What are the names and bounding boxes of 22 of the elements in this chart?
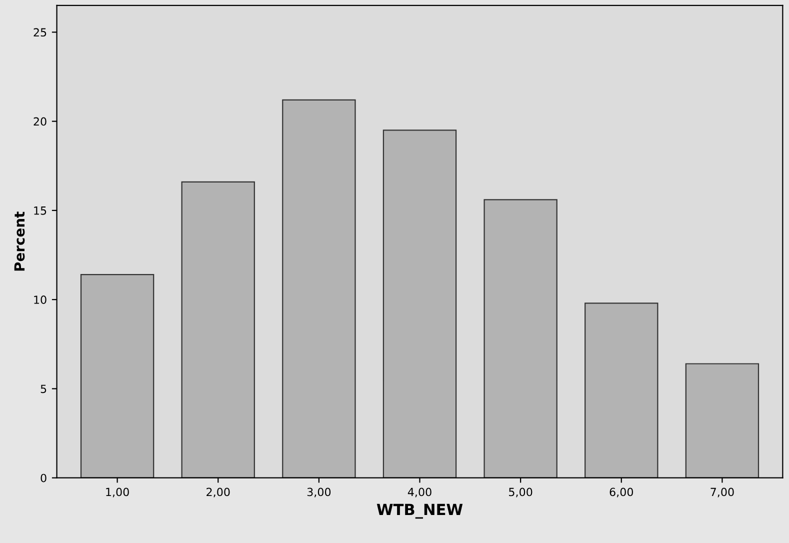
y-tick-label: 20 xyxy=(34,117,46,126)
x-tick-label: 5,00 xyxy=(509,488,532,498)
x-tick-label: 3,00 xyxy=(307,488,331,498)
bar xyxy=(181,181,255,478)
x-tick-label: 1,00 xyxy=(106,488,129,498)
bar xyxy=(685,363,760,478)
x-tick-label: 2,00 xyxy=(206,488,230,498)
x-tick-label: 7,00 xyxy=(710,488,734,498)
y-tick-label: 25 xyxy=(34,28,46,37)
bar xyxy=(80,274,154,478)
bar xyxy=(484,199,558,478)
y-tick-label: 15 xyxy=(34,206,46,215)
x-tick-label: 6,00 xyxy=(610,488,634,498)
x-axis-title: WTB_NEW xyxy=(376,504,463,519)
y-axis-title: Percent xyxy=(14,212,25,271)
y-tick-label: 0 xyxy=(40,474,46,482)
bar xyxy=(584,302,658,478)
bar xyxy=(282,99,356,478)
bar xyxy=(382,130,457,478)
y-tick-label: 10 xyxy=(34,296,46,304)
y-tick-label: 5 xyxy=(40,384,46,394)
x-tick-label: 4,00 xyxy=(408,488,432,498)
